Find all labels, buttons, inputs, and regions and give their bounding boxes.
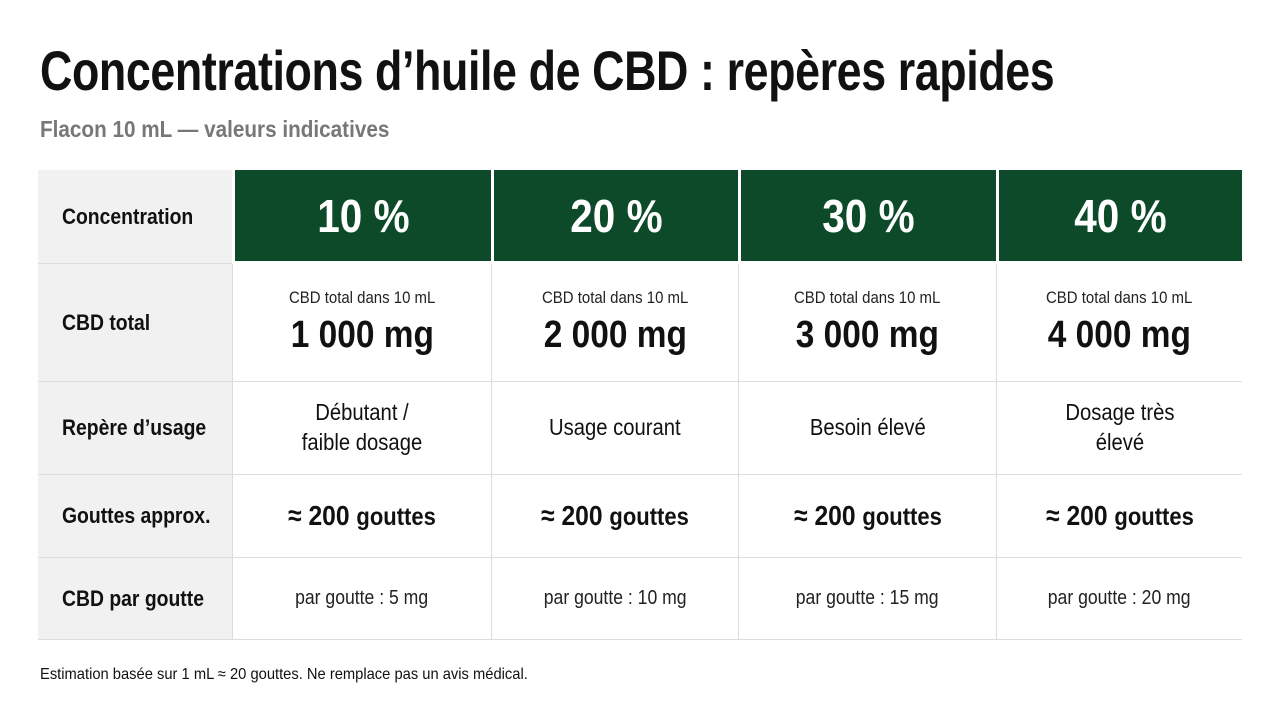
usage-text: Dosage très élevé — [1064, 399, 1175, 455]
drops-unit: gouttes — [356, 503, 436, 531]
table-cell: Usage courant — [491, 382, 738, 475]
cell-caption: CBD total dans 10 mL — [541, 288, 689, 307]
table-cell: ≈ 200 gouttes — [996, 475, 1242, 558]
drops: ≈ 200 gouttes — [288, 500, 436, 532]
cell-value: 3 000 mg — [795, 314, 940, 356]
table-cell: Dosage très élevé — [996, 382, 1242, 475]
row-label-text: Concentration — [62, 203, 194, 229]
row-label-text: CBD par goutte — [62, 585, 204, 611]
cell-value: 4 000 mg — [1047, 314, 1192, 356]
table-cell: CBD total dans 10 mL 1 000 mg — [232, 264, 491, 382]
drops: ≈ 200 gouttes — [794, 500, 942, 532]
table-cell: CBD total dans 10 mL 4 000 mg — [996, 264, 1242, 382]
drops-approx: ≈ 200 — [288, 500, 350, 531]
table-cell: par goutte : 10 mg — [491, 558, 738, 640]
drops: ≈ 200 gouttes — [1046, 500, 1194, 532]
row-label: CBD total — [38, 264, 232, 382]
usage-text: Usage courant — [549, 414, 681, 441]
per-drop: par goutte : 15 mg — [796, 587, 939, 609]
cell-value: 1 000 mg — [290, 314, 434, 356]
drops: ≈ 200 gouttes — [541, 500, 689, 532]
drops-unit: gouttes — [1113, 503, 1194, 531]
drops-approx: ≈ 200 — [1045, 500, 1108, 531]
per-drop: par goutte : 5 mg — [295, 587, 429, 609]
column-header-text: 40 % — [1074, 189, 1167, 242]
table: Concentration 10 % 20 % 30 % 40 % CBD total CB… — [38, 170, 1242, 640]
drops-approx: ≈ 200 — [541, 500, 603, 531]
drops-unit: gouttes — [609, 503, 689, 531]
column-header-text: 10 % — [316, 189, 410, 242]
table-cell: Besoin élevé — [738, 382, 996, 475]
row-label: Gouttes approx. — [38, 475, 232, 558]
table-cell: CBD total dans 10 mL 3 000 mg — [738, 264, 996, 382]
row-label: Concentration — [38, 170, 232, 264]
footnote: Estimation basée sur 1 mL ≈ 20 gouttes. … — [40, 666, 528, 683]
title: Concentrations d’huile de CBD : repères … — [40, 39, 1055, 102]
column-header: 40 % — [996, 170, 1242, 264]
column-header-text: 20 % — [569, 189, 663, 242]
table-cell: ≈ 200 gouttes — [232, 475, 491, 558]
table-cell: par goutte : 5 mg — [232, 558, 491, 640]
row-label-text: Gouttes approx. — [62, 503, 211, 528]
usage-text: Débutant / faible dosage — [301, 399, 423, 455]
row-label-text: Repère d’usage — [62, 415, 207, 440]
row-label: Repère d’usage — [38, 382, 232, 475]
subtitle: Flacon 10 mL — valeurs indicatives — [40, 116, 390, 142]
table-cell: par goutte : 15 mg — [738, 558, 996, 640]
cell-caption: CBD total dans 10 mL — [794, 288, 941, 307]
table-cell: par goutte : 20 mg — [996, 558, 1242, 640]
table-cell: Débutant / faible dosage — [232, 382, 491, 475]
cell-caption: CBD total dans 10 mL — [288, 288, 436, 307]
table-cell: ≈ 200 gouttes — [738, 475, 996, 558]
per-drop: par goutte : 20 mg — [1048, 587, 1191, 609]
table-cell: ≈ 200 gouttes — [491, 475, 738, 558]
drops-unit: gouttes — [861, 503, 942, 531]
row-label: CBD par goutte — [38, 558, 232, 640]
per-drop: par goutte : 10 mg — [543, 587, 687, 609]
cell-caption: CBD total dans 10 mL — [1046, 288, 1193, 307]
table-cell: CBD total dans 10 mL 2 000 mg — [491, 264, 738, 382]
column-header: 20 % — [491, 170, 738, 264]
column-header-text: 30 % — [822, 189, 915, 242]
row-label-text: CBD total — [62, 309, 151, 335]
usage-text: Besoin élevé — [809, 414, 926, 441]
column-header: 30 % — [738, 170, 996, 264]
column-header: 10 % — [232, 170, 491, 264]
cell-value: 2 000 mg — [543, 314, 687, 356]
drops-approx: ≈ 200 — [793, 500, 856, 531]
